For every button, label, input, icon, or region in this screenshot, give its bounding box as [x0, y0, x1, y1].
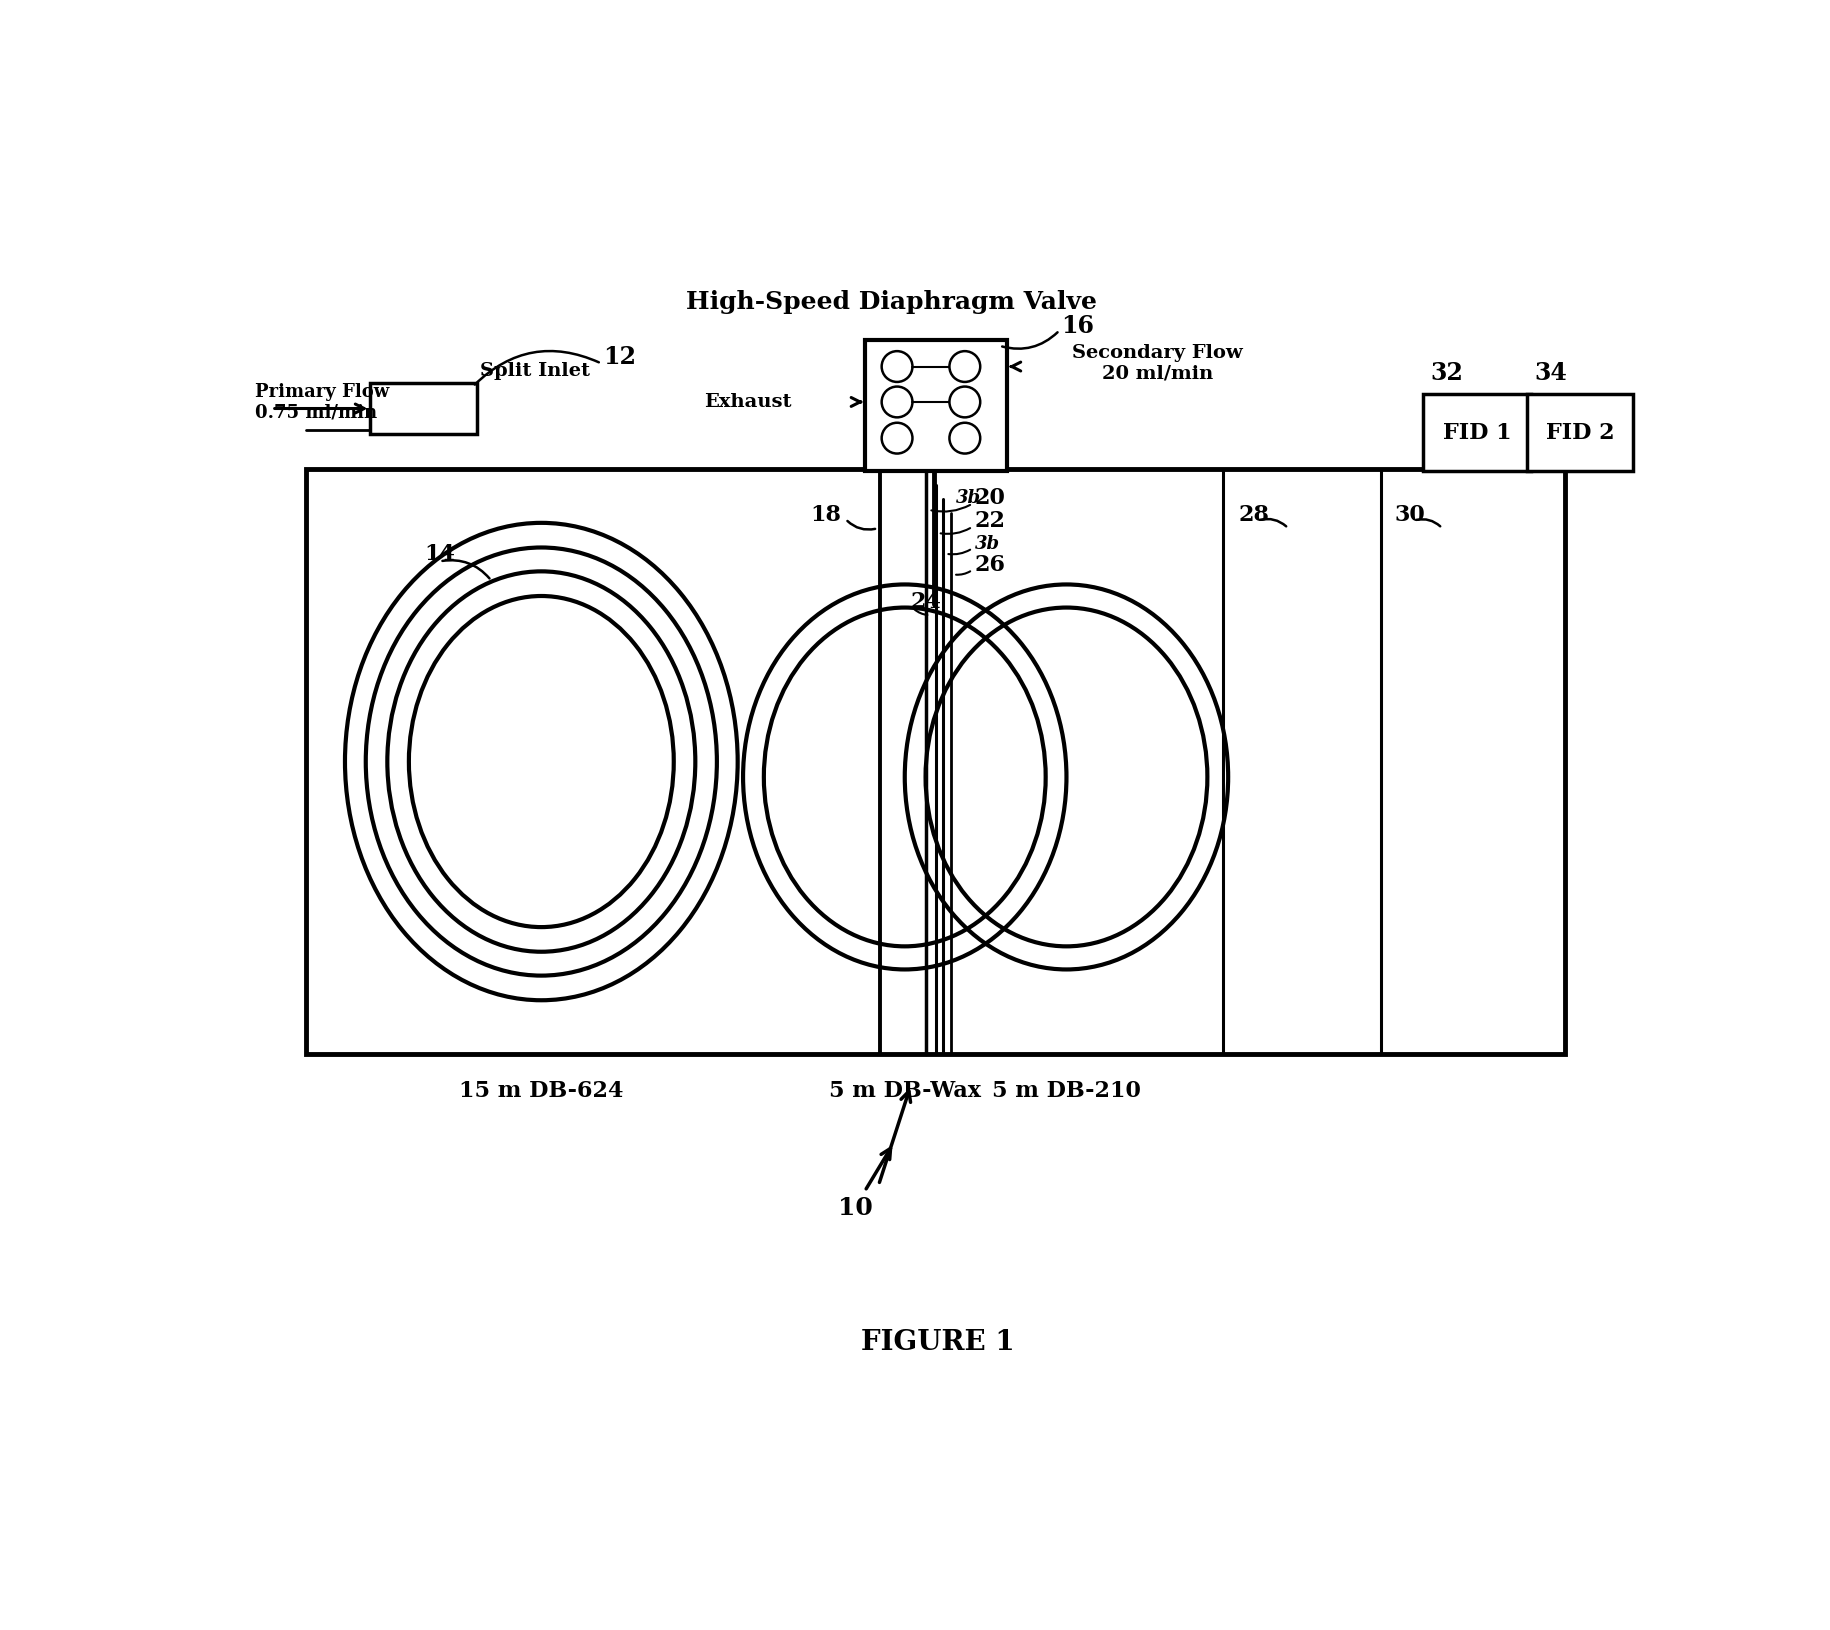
Text: 14: 14 — [425, 543, 456, 564]
Text: Secondary Flow
20 ml/min: Secondary Flow 20 ml/min — [1072, 344, 1243, 383]
Text: 15 m DB-624: 15 m DB-624 — [459, 1081, 624, 1102]
Text: 28: 28 — [1239, 504, 1270, 526]
Text: FID 2: FID 2 — [1546, 422, 1614, 443]
Text: 24: 24 — [911, 592, 942, 613]
Text: 10: 10 — [838, 1196, 873, 1221]
Bar — [1526, 394, 1632, 471]
Text: Exhaust: Exhaust — [705, 393, 792, 411]
Text: 30: 30 — [1394, 504, 1426, 526]
Text: 26: 26 — [975, 554, 1007, 575]
Text: 3b: 3b — [955, 489, 981, 507]
Bar — [370, 383, 476, 434]
Bar — [306, 469, 1565, 1055]
Text: 5 m DB-Wax: 5 m DB-Wax — [829, 1081, 981, 1102]
Text: Primary Flow
0.75 ml/min: Primary Flow 0.75 ml/min — [254, 383, 390, 422]
Circle shape — [950, 350, 981, 381]
Circle shape — [882, 350, 913, 381]
Circle shape — [882, 386, 913, 417]
Text: 20: 20 — [975, 487, 1007, 509]
Circle shape — [950, 386, 981, 417]
Text: FIGURE 1: FIGURE 1 — [862, 1330, 1014, 1356]
Text: 12: 12 — [602, 346, 637, 370]
Text: 22: 22 — [975, 510, 1007, 533]
Bar — [1424, 394, 1530, 471]
Text: High-Speed Diaphragm Valve: High-Speed Diaphragm Valve — [686, 290, 1098, 315]
Text: 3b: 3b — [975, 535, 999, 553]
Circle shape — [882, 422, 913, 453]
Text: 34: 34 — [1535, 360, 1568, 385]
Text: 16: 16 — [1061, 315, 1094, 339]
Circle shape — [950, 422, 981, 453]
Text: 32: 32 — [1431, 360, 1464, 385]
Text: Split Inlet: Split Inlet — [479, 362, 589, 380]
Text: FID 1: FID 1 — [1442, 422, 1512, 443]
Text: 18: 18 — [811, 504, 842, 526]
Bar — [866, 341, 1006, 471]
Text: 5 m DB-210: 5 m DB-210 — [992, 1081, 1140, 1102]
